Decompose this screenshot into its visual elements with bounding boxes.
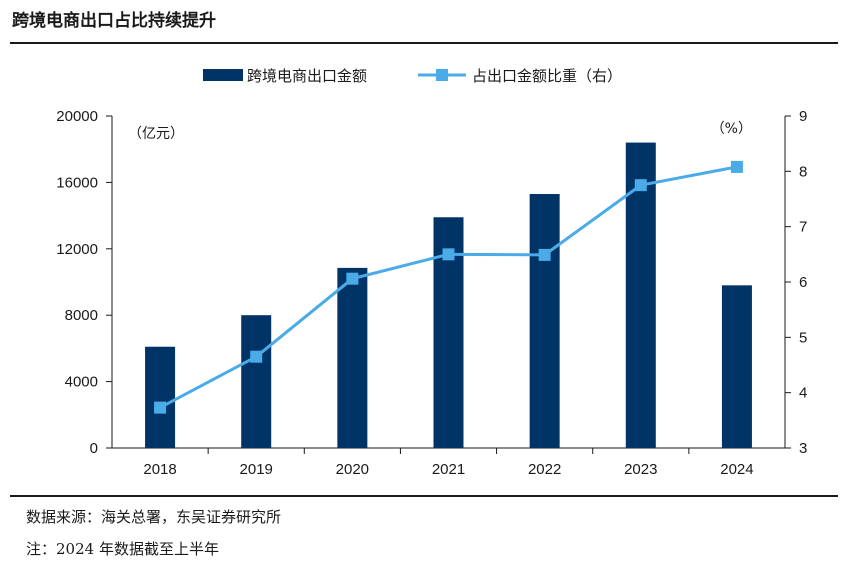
- left-axis-tick-label: 12000: [56, 241, 98, 258]
- ratio-point-2020: [346, 272, 359, 285]
- right-axis-unit: （%）: [711, 121, 752, 137]
- ratio-point-2022: [538, 248, 551, 261]
- footnote: 注：2024 年数据截至上半年: [26, 540, 219, 558]
- right-axis-tick-label: 4: [799, 385, 807, 402]
- source-note: 数据来源：海关总署，东吴证券研究所: [26, 508, 282, 526]
- x-axis-tick-label: 2022: [528, 461, 561, 478]
- right-axis-tick-label: 5: [799, 329, 807, 346]
- legend-label-line: 占出口金额比重（右）: [472, 67, 622, 85]
- bar-2020: [337, 267, 368, 448]
- right-axis-tick-label: 6: [799, 274, 807, 291]
- x-axis-tick-label: 2019: [240, 461, 273, 478]
- x-axis-tick-label: 2020: [336, 461, 369, 478]
- right-axis-tick-label: 9: [799, 108, 807, 125]
- left-axis-tick-label: 20000: [56, 108, 98, 125]
- bar-2024: [721, 285, 752, 448]
- right-axis-tick-label: 8: [799, 163, 807, 180]
- bar-2022: [529, 194, 560, 448]
- chart-title: 跨境电商出口占比持续提升: [12, 11, 216, 31]
- left-axis-tick-label: 4000: [65, 374, 98, 391]
- x-axis-tick-label: 2023: [624, 461, 657, 478]
- ratio-point-2019: [250, 350, 263, 363]
- chart: 跨境电商出口金额 占出口金额比重（右） 0 4000 8000 12000 16000 200…: [56, 67, 807, 478]
- legend-label-bar: 跨境电商出口金额: [247, 67, 367, 85]
- top-divider: [10, 42, 838, 44]
- ratio-point-2023: [634, 179, 647, 192]
- x-axis-tick-label: 2021: [432, 461, 465, 478]
- legend-swatch-bar: [203, 69, 243, 81]
- x-axis-tick-label: 2018: [143, 461, 176, 478]
- left-axis-tick-label: 0: [90, 440, 98, 457]
- ratio-point-2021: [442, 248, 455, 261]
- bottom-divider: [10, 495, 838, 497]
- ratio-point-2024: [730, 160, 743, 173]
- left-axis-unit: （亿元）: [128, 126, 184, 142]
- right-axis-tick-label: 3: [799, 440, 807, 457]
- right-axis-tick-label: 7: [799, 219, 807, 236]
- bar-2019: [241, 315, 272, 448]
- left-axis-tick-label: 8000: [65, 307, 98, 324]
- left-axis-tick-label: 16000: [56, 174, 98, 191]
- bar-2018: [145, 346, 176, 448]
- x-axis-tick-label: 2024: [720, 461, 753, 478]
- legend-swatch-marker: [436, 69, 448, 81]
- ratio-point-2018: [154, 401, 167, 414]
